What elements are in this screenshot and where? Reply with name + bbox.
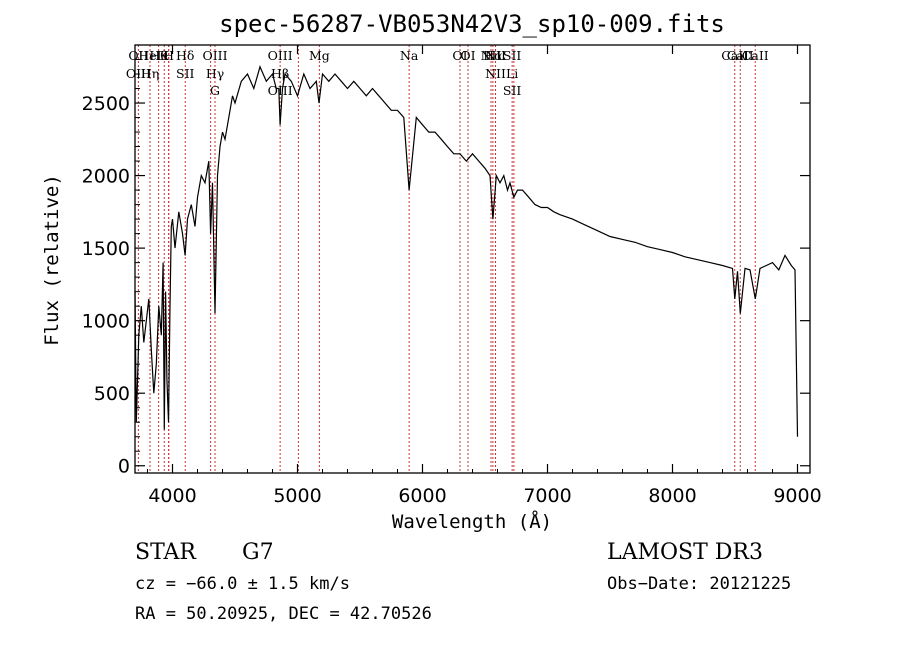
- y-tick-label-4: 2000: [82, 166, 130, 188]
- line-label-18-0: SII: [503, 48, 522, 63]
- line-label-3-0: Hθ: [149, 48, 167, 63]
- line-label-1-0: H: [163, 48, 174, 63]
- line-label-7-0: OIII: [202, 48, 227, 63]
- x-axis-label: Wavelength (Å): [392, 510, 552, 533]
- line-label-21-0: CaII: [727, 48, 754, 63]
- line-label-6-1: SII: [176, 66, 195, 81]
- line-label-20-0: CaII: [721, 48, 748, 63]
- line-label-9-2: OIII: [268, 83, 293, 98]
- y-tick-label-3: 1500: [82, 238, 130, 260]
- line-label-7-1: Hγ: [206, 66, 224, 81]
- x-tick-label-4: 8000: [648, 485, 696, 507]
- x-tick-label-5: 9000: [773, 485, 821, 507]
- spectral-line-markers: [137, 45, 756, 473]
- survey-name: LAMOST DR3: [607, 540, 763, 565]
- line-label-18-2: SII: [503, 83, 522, 98]
- spectrum-series-line: [134, 65, 799, 437]
- chart-title: spec-56287-VB053N42V3_sp10-009.fits: [219, 10, 725, 38]
- line-label-12-0: Na: [400, 48, 419, 63]
- line-label-4-1: OIII: [126, 66, 151, 81]
- spectral-line-labels: KHHθOIIOIIIHeIHηHδSIIOIIIHγGOIIIHβOIIIMg…: [126, 48, 769, 98]
- line-label-5-1: Hη: [141, 66, 159, 81]
- y-tick-label-0: 0: [118, 456, 130, 478]
- y-tick-label-5: 2500: [82, 93, 130, 115]
- obs-date-text: Obs−Date: 20121225: [607, 574, 791, 594]
- y-axis-label: Flux (relative): [41, 174, 63, 346]
- x-tick-label-2: 6000: [398, 485, 446, 507]
- line-label-14-0: OI: [460, 48, 475, 63]
- line-label-18-1: Li: [506, 66, 518, 81]
- object-class: STAR: [135, 540, 197, 565]
- y-tick-label-2: 1000: [82, 311, 130, 333]
- line-label-17-1: NII: [485, 66, 506, 81]
- line-label-4-0: OII: [128, 48, 148, 63]
- redshift-text: cz = −66.0 ± 1.5 km/s: [135, 574, 350, 594]
- line-label-11-0: Mg: [309, 48, 330, 63]
- object-subclass: G7: [242, 540, 274, 565]
- line-label-16-0: Hα: [483, 48, 503, 63]
- line-label-15-0: NII: [481, 48, 502, 63]
- plot-frame: [134, 44, 811, 474]
- y-axis-ticks: 0 500 1000 1500 2000 2500: [82, 59, 810, 478]
- y-tick-label-1: 500: [94, 383, 130, 405]
- line-label-5-0: HeI: [138, 48, 161, 63]
- line-label-22-0: CaII: [742, 48, 769, 63]
- x-tick-label-1: 5000: [273, 485, 321, 507]
- x-tick-label-3: 7000: [523, 485, 571, 507]
- x-tick-label-0: 4000: [148, 485, 196, 507]
- x-axis-ticks: 4000 5000 6000 7000 8000 9000: [147, 45, 822, 507]
- line-label-0-0: K: [160, 48, 170, 63]
- line-label-6-0: Hδ: [176, 48, 194, 63]
- line-label-7-2: G: [210, 83, 220, 98]
- coords-text: RA = 50.20925, DEC = 42.70526: [135, 604, 432, 624]
- line-label-9-0: OIII: [268, 48, 293, 63]
- line-label-17-0: NII: [485, 48, 506, 63]
- line-label-13-0: OI: [452, 48, 467, 63]
